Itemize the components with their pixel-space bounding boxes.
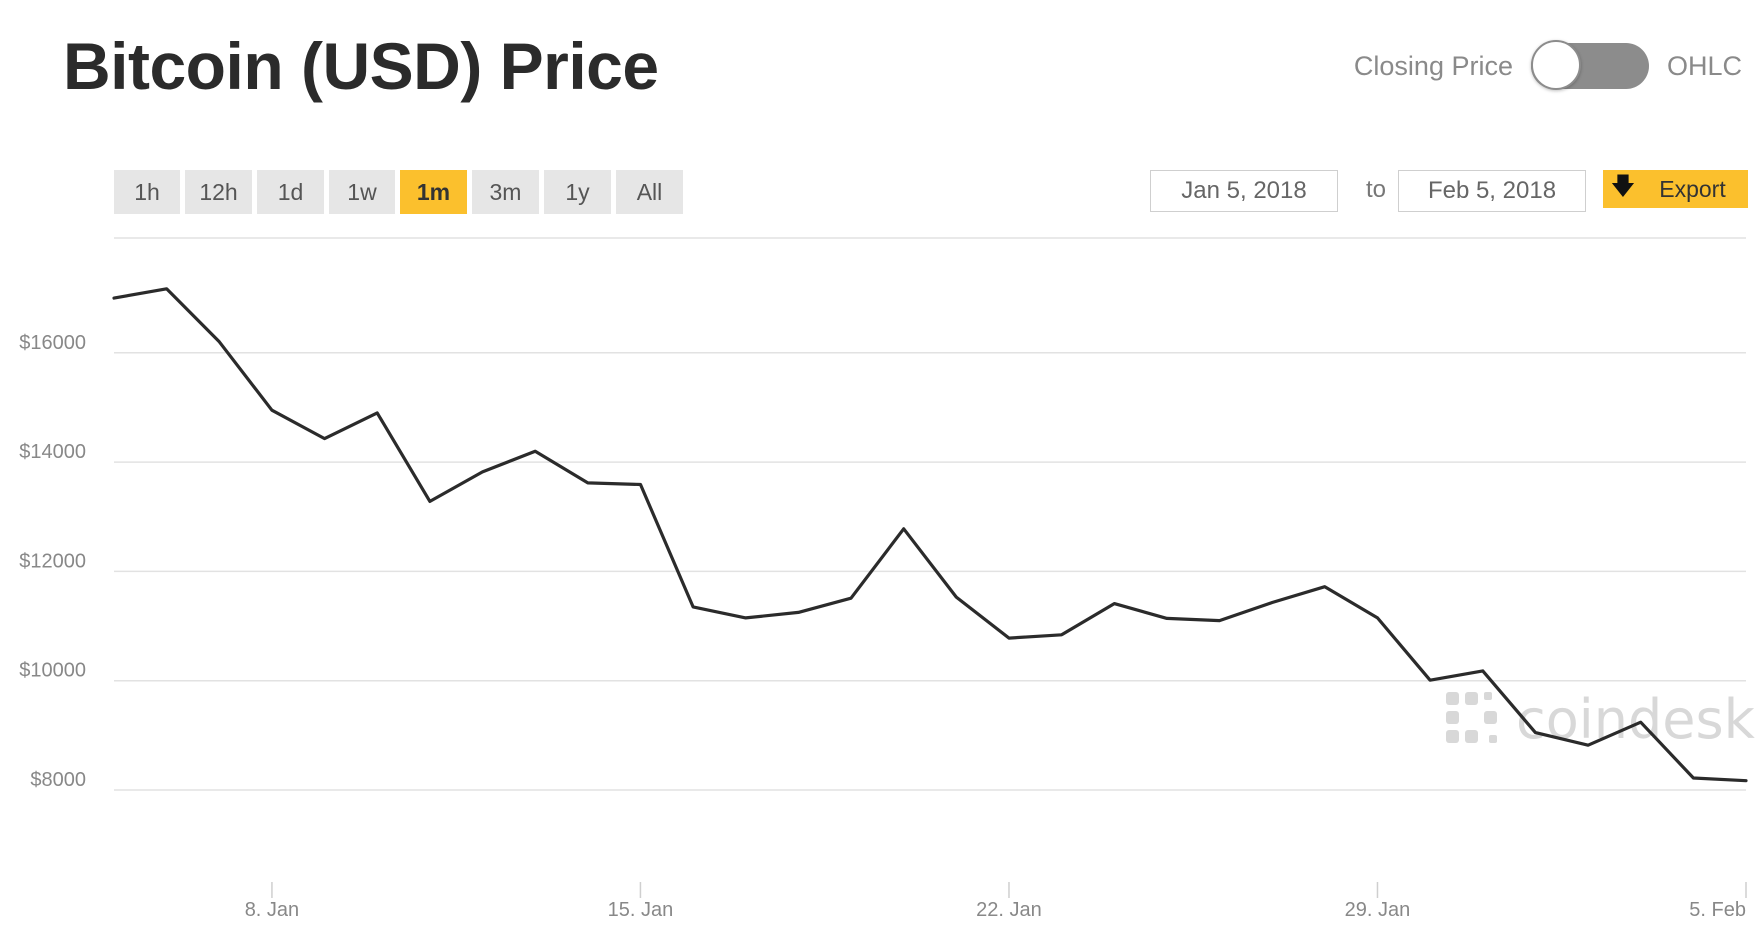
coindesk-logo-icon: [1446, 692, 1497, 743]
x-axis: 8. Jan 15. Jan 22. Jan 29. Jan 5. Feb: [245, 882, 1747, 921]
price-point[interactable]: [477, 466, 489, 478]
price-point[interactable]: [740, 612, 752, 624]
y-axis: $8000 $10000 $12000 $14000 $16000: [19, 332, 86, 791]
start-date-input[interactable]: Jan 5, 2018: [1150, 170, 1338, 212]
price-point[interactable]: [1056, 629, 1068, 641]
price-point[interactable]: [1214, 615, 1226, 627]
y-tick-label: $16000: [19, 332, 86, 354]
y-tick-label: $8000: [30, 769, 86, 791]
end-date-input[interactable]: Feb 5, 2018: [1398, 170, 1586, 212]
price-point[interactable]: [634, 478, 646, 490]
price-point[interactable]: [1582, 739, 1594, 751]
price-point[interactable]: [792, 606, 804, 618]
price-point[interactable]: [319, 433, 331, 445]
price-point[interactable]: [898, 523, 910, 535]
price-type-toggle-group: Closing Price OHLC: [1354, 38, 1742, 94]
x-tick-label: 8. Jan: [245, 899, 299, 921]
range-button-1y[interactable]: 1y: [544, 170, 611, 214]
range-button-12h[interactable]: 12h: [185, 170, 252, 214]
price-point[interactable]: [950, 591, 962, 603]
price-point[interactable]: [161, 283, 173, 295]
grid-lines: [114, 352, 1746, 791]
range-button-3m[interactable]: 3m: [472, 170, 539, 214]
range-button-1d[interactable]: 1d: [257, 170, 324, 214]
range-button-1h[interactable]: 1h: [114, 170, 180, 214]
price-point[interactable]: [1319, 581, 1331, 593]
price-point[interactable]: [1635, 716, 1647, 728]
price-point[interactable]: [108, 292, 120, 304]
price-point[interactable]: [1740, 775, 1752, 787]
price-point[interactable]: [1371, 612, 1383, 624]
price-point[interactable]: [687, 601, 699, 613]
toggle-knob[interactable]: [1530, 40, 1581, 90]
watermark-text: coindesk: [1516, 688, 1756, 751]
export-button[interactable]: 🡇 Export: [1603, 170, 1748, 208]
closing-price-label: Closing Price: [1353, 50, 1513, 81]
price-point[interactable]: [1266, 597, 1278, 609]
price-point[interactable]: [582, 477, 594, 489]
date-range-to-label: to: [1366, 176, 1387, 203]
y-tick-label: $10000: [19, 660, 86, 682]
price-point[interactable]: [1424, 674, 1436, 686]
range-button-1w[interactable]: 1w: [329, 170, 395, 214]
x-tick-label: 15. Jan: [608, 899, 674, 921]
price-point[interactable]: [529, 445, 541, 457]
y-tick-label: $12000: [19, 550, 86, 572]
price-point[interactable]: [1108, 598, 1120, 610]
price-point[interactable]: [1529, 727, 1541, 739]
price-point[interactable]: [424, 495, 436, 507]
y-tick-label: $14000: [19, 441, 86, 463]
price-point[interactable]: [1161, 612, 1173, 624]
watermark: coindesk: [1446, 688, 1756, 751]
price-point[interactable]: [213, 336, 225, 348]
page-title: Bitcoin (USD) Price: [63, 29, 659, 103]
x-tick-label: 29. Jan: [1345, 899, 1411, 921]
ohlc-label: OHLC: [1666, 50, 1742, 81]
time-range-selector: 1h 12h 1d 1w 1m 3m 1y All: [114, 170, 688, 214]
price-point[interactable]: [1687, 772, 1699, 784]
export-label: Export: [1659, 175, 1726, 202]
price-point[interactable]: [845, 592, 857, 604]
price-point[interactable]: [1003, 632, 1015, 644]
range-button-all[interactable]: All: [616, 170, 683, 214]
x-tick-label: 22. Jan: [976, 899, 1042, 921]
price-point[interactable]: [266, 404, 278, 416]
price-point[interactable]: [1477, 665, 1489, 677]
price-point[interactable]: [371, 407, 383, 419]
x-tick-label: 5. Feb: [1689, 899, 1746, 921]
price-series: [108, 283, 1752, 787]
range-button-1m[interactable]: 1m: [400, 170, 467, 214]
download-arrow-icon: 🡇: [1610, 172, 1636, 200]
price-line: [112, 287, 1748, 783]
price-type-toggle[interactable]: [1530, 40, 1649, 90]
